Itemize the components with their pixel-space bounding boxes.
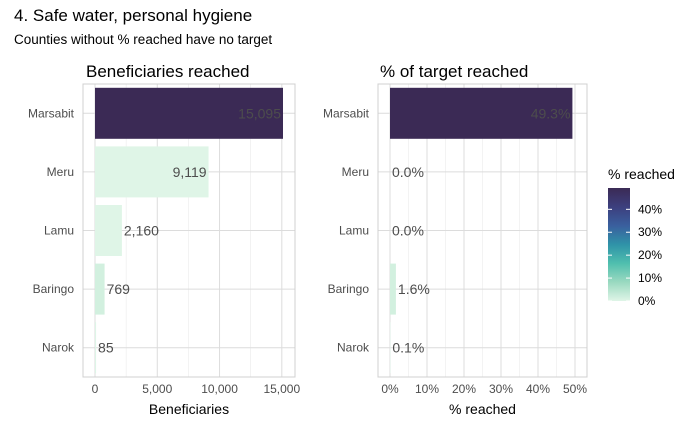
beneficiaries-bar-marsabit — [95, 87, 283, 139]
pct-reached-category-label: Narok — [337, 341, 370, 355]
legend-tick-label: 10% — [638, 271, 662, 285]
pct-reached-panel-border — [377, 83, 588, 378]
pct-reached-x-tick-label: 50% — [563, 382, 587, 396]
beneficiaries-bar-narok — [95, 322, 97, 374]
legend-tick-label: 30% — [638, 225, 662, 239]
pct-reached-x-tick-label: 0% — [381, 382, 399, 396]
pct-reached-category-label: Marsabit — [323, 106, 370, 120]
chart-title: 4. Safe water, personal hygiene — [14, 6, 253, 25]
beneficiaries-x-tick-label: 5,000 — [142, 382, 172, 396]
beneficiaries-x-tick-label: 10,000 — [201, 382, 238, 396]
beneficiaries-value-label: 2,160 — [124, 223, 159, 239]
legend-tick-label: 20% — [638, 248, 662, 262]
pct-reached-panel-title: % of target reached — [380, 62, 528, 81]
pct-reached-x-tick-label: 10% — [415, 382, 439, 396]
beneficiaries-category-label: Lamu — [44, 224, 74, 238]
beneficiaries-category-label: Marsabit — [28, 106, 75, 120]
beneficiaries-x-axis-title: Beneficiaries — [149, 401, 229, 417]
pct-reached-category-label: Meru — [342, 165, 369, 179]
pct-reached-x-tick-label: 30% — [489, 382, 513, 396]
pct-reached-category-label: Baringo — [328, 282, 370, 296]
beneficiaries-category-label: Meru — [47, 165, 74, 179]
chart-subtitle: Counties without % reached have no targe… — [14, 32, 273, 47]
legend-colorbar — [608, 188, 630, 301]
beneficiaries-panel-title: Beneficiaries reached — [86, 62, 249, 81]
pct-reached-x-tick-label: 40% — [526, 382, 550, 396]
beneficiaries-value-label: 769 — [107, 281, 131, 297]
legend-title: % reached — [608, 166, 675, 182]
beneficiaries-category-label: Narok — [42, 341, 75, 355]
pct-reached-value-label: 49.3% — [531, 105, 571, 121]
beneficiaries-x-tick-label: 15,000 — [263, 382, 300, 396]
beneficiaries-value-label: 15,095 — [238, 105, 281, 121]
beneficiaries-category-label: Baringo — [33, 282, 75, 296]
pct-reached-value-label: 0.0% — [392, 223, 424, 239]
beneficiaries-panel-border — [82, 83, 296, 378]
beneficiaries-x-tick-label: 0 — [92, 382, 99, 396]
legend-tick-label: 40% — [638, 202, 662, 216]
pct-reached-x-axis-title: % reached — [449, 401, 516, 417]
pct-reached-bar-marsabit — [390, 87, 573, 139]
beneficiaries-bar-baringo — [95, 263, 105, 315]
pct-reached-bar-baringo — [390, 263, 396, 315]
pct-reached-value-label: 1.6% — [398, 281, 430, 297]
pct-reached-x-tick-label: 20% — [452, 382, 476, 396]
legend-tick-label: 0% — [638, 294, 656, 308]
beneficiaries-bar-lamu — [95, 205, 122, 256]
pct-reached-value-label: 0.1% — [392, 340, 424, 356]
beneficiaries-value-label: 85 — [98, 340, 114, 356]
beneficiaries-value-label: 9,119 — [173, 164, 207, 180]
pct-reached-value-label: 0.0% — [392, 164, 424, 180]
beneficiaries-bar-meru — [95, 146, 209, 198]
pct-reached-category-label: Lamu — [339, 224, 369, 238]
